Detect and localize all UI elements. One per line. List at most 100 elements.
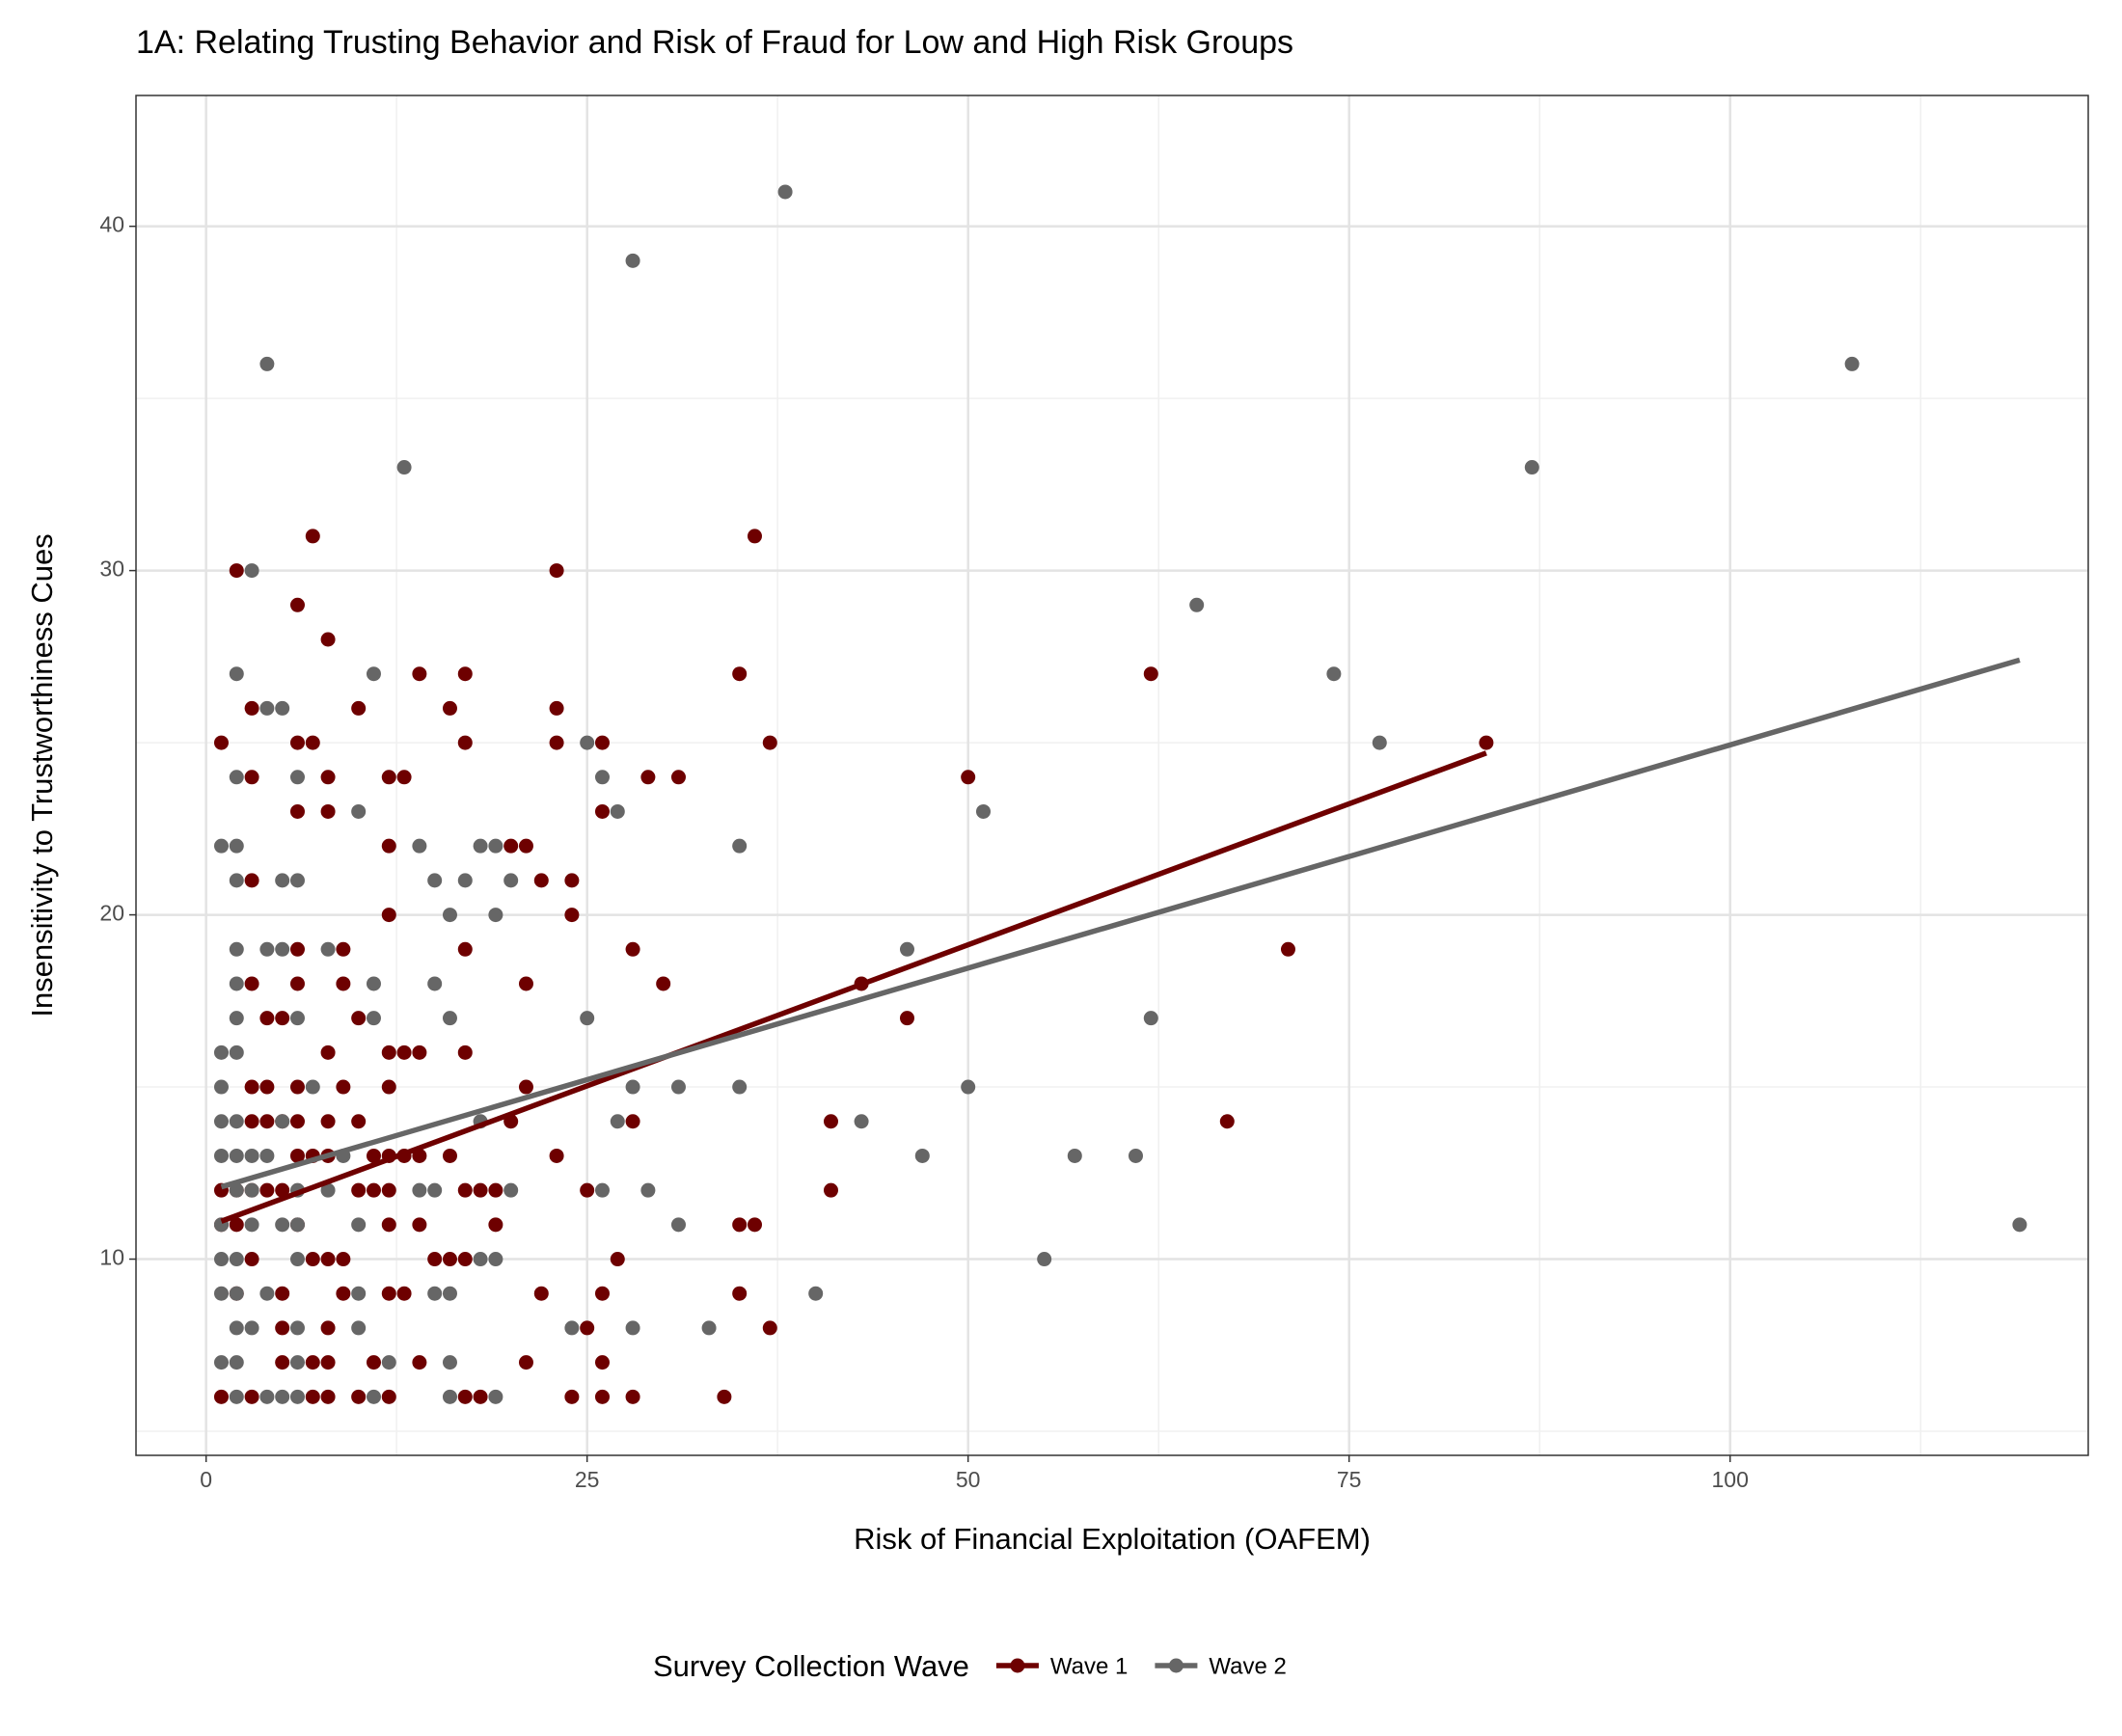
point [275, 941, 290, 957]
point [610, 803, 625, 819]
point [289, 1217, 305, 1233]
point [610, 1252, 625, 1267]
point [229, 941, 244, 957]
point [457, 873, 473, 888]
point [351, 1320, 367, 1336]
point [1037, 1252, 1052, 1267]
point [732, 666, 748, 682]
point [305, 735, 320, 750]
point [366, 1011, 381, 1026]
point [1524, 460, 1539, 475]
point [305, 1252, 320, 1267]
point [442, 1355, 457, 1370]
point [823, 1114, 838, 1129]
point [1326, 666, 1342, 682]
point [289, 597, 305, 612]
point [244, 1182, 259, 1198]
point [899, 1011, 914, 1026]
point [533, 1286, 549, 1301]
point [259, 1389, 275, 1404]
point [457, 735, 473, 750]
point [442, 908, 457, 923]
point [381, 1182, 396, 1198]
point [289, 1252, 305, 1267]
point [427, 1286, 443, 1301]
point [518, 976, 533, 991]
point [244, 770, 259, 785]
point [244, 1389, 259, 1404]
point [1143, 1011, 1158, 1026]
point [244, 1148, 259, 1163]
point [732, 1217, 748, 1233]
point [275, 873, 290, 888]
point [488, 1252, 503, 1267]
point [259, 1011, 275, 1026]
legend-key-point [1010, 1658, 1025, 1673]
point [366, 1389, 381, 1404]
point [381, 1355, 396, 1370]
point [229, 838, 244, 854]
point [289, 735, 305, 750]
point [289, 1011, 305, 1026]
point [503, 1182, 519, 1198]
point [289, 976, 305, 991]
point [259, 1286, 275, 1301]
y-tick-label: 20 [99, 901, 124, 926]
point [229, 1252, 244, 1267]
point [533, 873, 549, 888]
point [229, 1182, 244, 1198]
legend-label: Wave 1 [1050, 1653, 1128, 1679]
legend: Survey Collection Wave Wave 1 Wave 2 [653, 1649, 1287, 1683]
point [503, 838, 519, 854]
point [442, 1286, 457, 1301]
point [427, 1182, 443, 1198]
point [289, 770, 305, 785]
point [427, 1252, 443, 1267]
point [244, 873, 259, 888]
point [396, 770, 412, 785]
point [670, 1217, 686, 1233]
point [412, 1355, 427, 1370]
point [289, 1320, 305, 1336]
point [1479, 735, 1494, 750]
point [259, 1079, 275, 1095]
point [275, 1217, 290, 1233]
point [1844, 356, 1860, 371]
point [625, 1079, 640, 1095]
point [351, 1389, 367, 1404]
point [229, 770, 244, 785]
point [229, 873, 244, 888]
point [275, 1286, 290, 1301]
point [275, 1320, 290, 1336]
point [336, 941, 351, 957]
point [625, 941, 640, 957]
x-tick-label: 0 [200, 1467, 212, 1492]
point [229, 666, 244, 682]
point [259, 700, 275, 716]
point [762, 735, 777, 750]
legend-title: Survey Collection Wave [653, 1649, 969, 1683]
point [244, 563, 259, 579]
point [305, 1079, 320, 1095]
point [1372, 735, 1387, 750]
point [488, 1217, 503, 1233]
y-axis-title: Insensitivity to Trustworthiness Cues [25, 533, 59, 1017]
point [320, 1355, 336, 1370]
point [244, 1320, 259, 1336]
x-tick-label: 50 [956, 1467, 981, 1492]
point [503, 873, 519, 888]
point [1128, 1148, 1143, 1163]
point [229, 1044, 244, 1060]
point [656, 976, 671, 991]
point [381, 770, 396, 785]
point [442, 1389, 457, 1404]
point [229, 1148, 244, 1163]
point [594, 770, 610, 785]
y-tick-label: 10 [99, 1245, 124, 1270]
point [244, 1079, 259, 1095]
point [488, 838, 503, 854]
point [1067, 1148, 1082, 1163]
point [488, 908, 503, 923]
point [289, 873, 305, 888]
